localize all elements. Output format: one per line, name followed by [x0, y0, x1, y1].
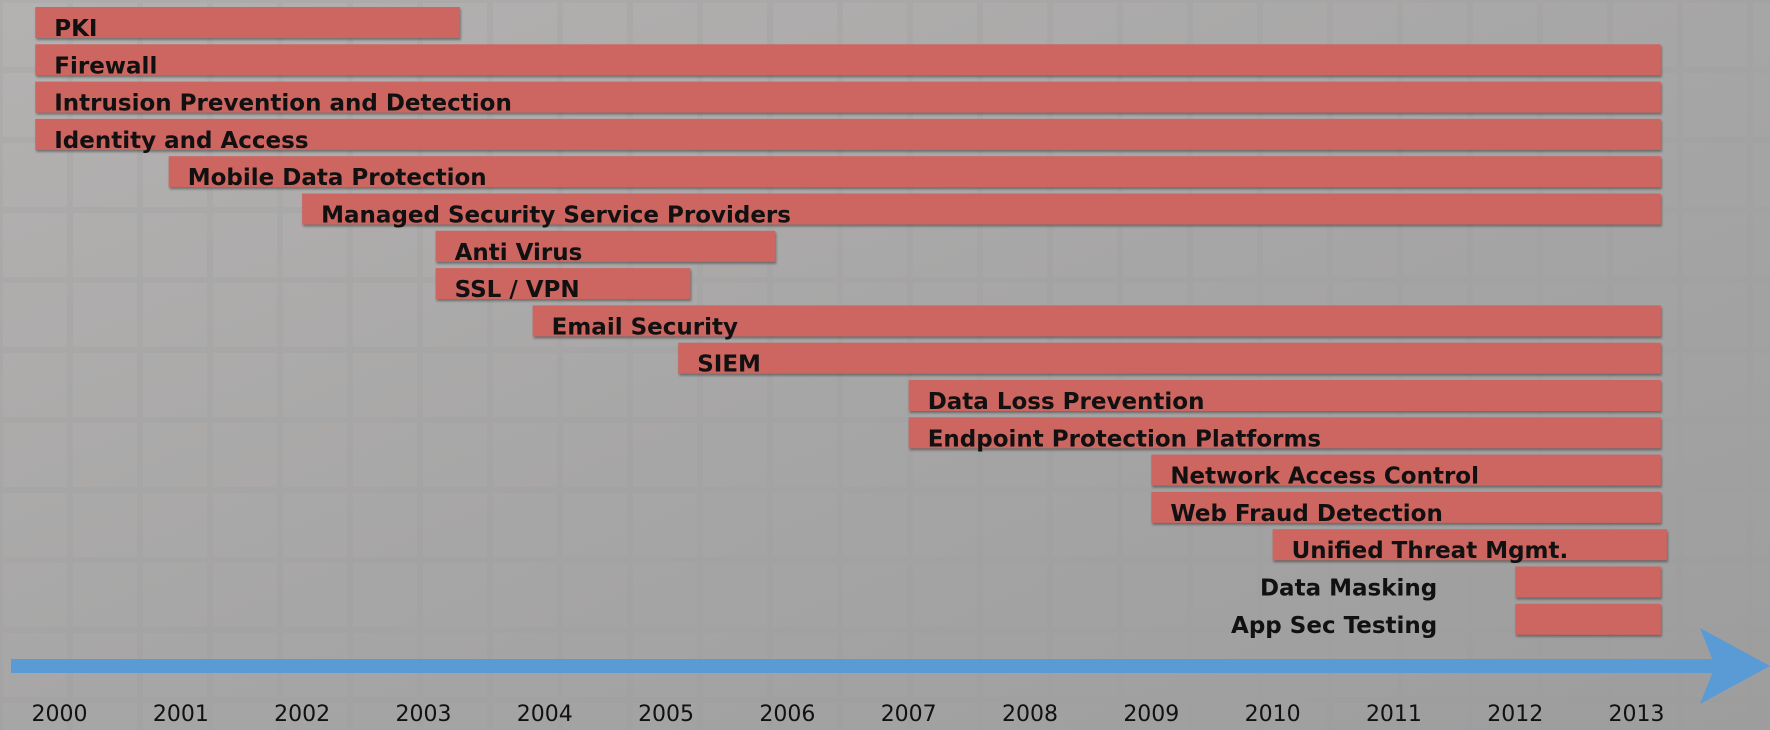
bar-label: Email Security — [552, 314, 738, 340]
x-tick-label: 2010 — [1245, 702, 1301, 727]
bar-label: App Sec Testing — [1231, 613, 1437, 639]
bar — [35, 44, 1661, 75]
x-tick-label: 2012 — [1487, 702, 1543, 727]
bar-label: Managed Security Service Providers — [321, 203, 791, 229]
bar — [1515, 604, 1661, 635]
bar-label: Intrusion Prevention and Detection — [54, 91, 512, 117]
bar-label: Anti Virus — [455, 240, 583, 266]
bar-label: SIEM — [697, 352, 761, 378]
x-tick-label: 2009 — [1123, 702, 1179, 727]
bar-label: Firewall — [54, 53, 157, 79]
x-tick-label: 2004 — [517, 702, 573, 727]
bar-label: Identity and Access — [54, 128, 308, 154]
bar — [678, 343, 1661, 374]
bar — [35, 7, 460, 38]
x-tick-label: 2005 — [638, 702, 694, 727]
bar-label: SSL / VPN — [455, 277, 580, 303]
x-tick-label: 2001 — [153, 702, 209, 727]
x-tick-label: 2007 — [881, 702, 937, 727]
x-tick-label: 2006 — [759, 702, 815, 727]
bar-label: Network Access Control — [1170, 464, 1479, 490]
bar-label: Web Fraud Detection — [1170, 501, 1443, 527]
x-tick-label: 2003 — [395, 702, 451, 727]
bar-label: Unified Threat Mgmt. — [1292, 538, 1569, 564]
x-tick-label: 2002 — [274, 702, 330, 727]
x-tick-label: 2013 — [1609, 702, 1665, 727]
bar — [1515, 567, 1661, 598]
x-tick-label: 2000 — [32, 702, 88, 727]
x-tick-label: 2011 — [1366, 702, 1422, 727]
bar-label: Data Masking — [1260, 576, 1437, 602]
bar-label: Data Loss Prevention — [928, 389, 1205, 415]
timeline-chart: 2000 2001 2002 2003 2004 2005 2006 2007 2008 2009… — [0, 0, 1770, 730]
bar-label: Mobile Data Protection — [188, 165, 487, 191]
bar-label: Endpoint Protection Platforms — [928, 426, 1321, 452]
bar-label: PKI — [54, 16, 97, 42]
x-tick-label: 2008 — [1002, 702, 1058, 727]
